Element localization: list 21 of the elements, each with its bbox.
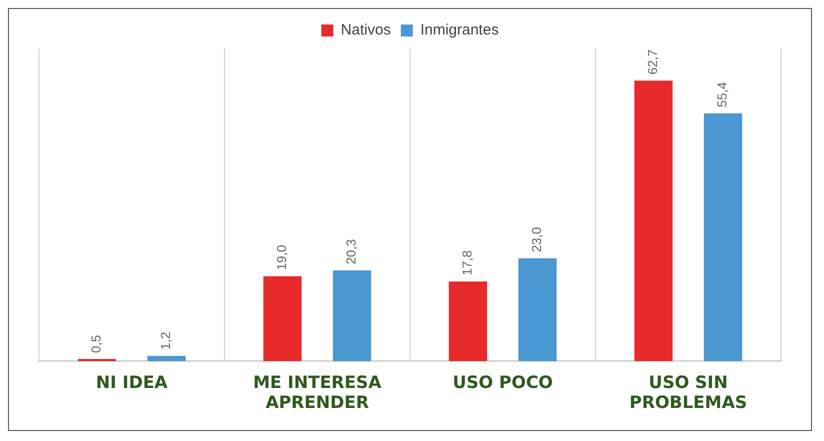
data-label: 17,8 <box>460 250 475 276</box>
bar <box>704 113 742 362</box>
data-label: 19,0 <box>274 244 290 270</box>
data-label: 0,5 <box>88 334 104 353</box>
legend-label: Inmigrantes <box>420 22 499 39</box>
data-label: 20,3 <box>344 239 359 264</box>
bar <box>448 282 488 362</box>
x-tick-label: USO POCO <box>452 372 553 393</box>
bar <box>147 356 186 362</box>
bar <box>518 258 557 362</box>
x-tick-label: ME INTERESA APRENDER <box>253 372 382 414</box>
bar <box>263 276 302 362</box>
data-label: 23,0 <box>529 226 544 252</box>
data-label: 1,2 <box>158 332 174 350</box>
x-tick-label: NI IDEA <box>96 372 168 393</box>
x-tick-label: USO SIN PROBLEMAS <box>629 372 748 414</box>
data-label: 55,4 <box>714 82 730 108</box>
bar <box>634 80 673 362</box>
data-label: 62,7 <box>645 49 660 75</box>
legend-label: Nativos <box>340 22 391 39</box>
bar <box>332 270 372 362</box>
